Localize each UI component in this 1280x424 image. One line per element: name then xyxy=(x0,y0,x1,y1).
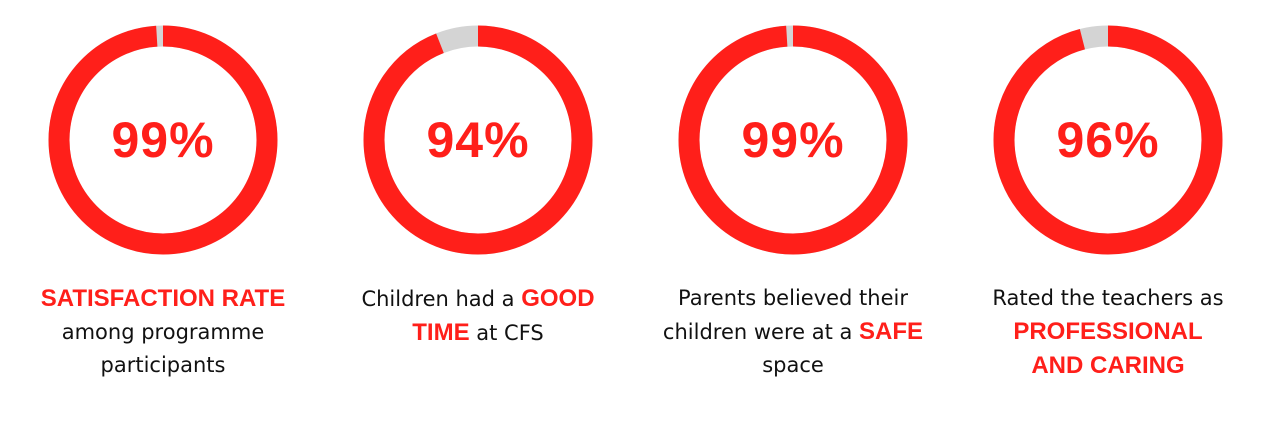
stat-teachers: 96% Rated the teachers as PROFESSIONAL A… xyxy=(968,0,1248,424)
caption-highlight: PROFESSIONAL xyxy=(1013,318,1203,345)
caption-line: SATISFACTION RATE xyxy=(23,282,303,316)
stat-good-time: 94% Children had a GOOD TIME at CFS xyxy=(338,0,618,424)
caption-highlight: SATISFACTION RATE xyxy=(40,285,286,312)
caption-line: Parents believed their xyxy=(678,286,908,310)
caption-highlight: SAFE xyxy=(859,318,924,345)
caption-text: Children had a xyxy=(361,287,522,311)
donut-svg xyxy=(993,25,1223,255)
donut-svg xyxy=(678,25,908,255)
caption-line: Children had a GOOD xyxy=(338,282,618,316)
caption-line: among programme xyxy=(61,320,265,344)
caption-text: at CFS xyxy=(469,321,544,345)
donut-chart xyxy=(990,22,1226,258)
donut-chart xyxy=(45,22,281,258)
percentage-label: 99% xyxy=(111,112,215,168)
caption-line: PROFESSIONAL xyxy=(968,315,1248,349)
stat-caption: Children had a GOOD TIME at CFS xyxy=(338,282,618,350)
caption-highlight: GOOD xyxy=(521,285,595,312)
donut-value-arc xyxy=(678,25,908,255)
donut-chart xyxy=(360,22,596,258)
donut-chart xyxy=(675,22,911,258)
stat-caption: SATISFACTION RATE among programme partic… xyxy=(23,282,303,382)
caption-line: space xyxy=(762,353,824,377)
caption-line: Rated the teachers as xyxy=(992,286,1224,310)
caption-highlight: AND CARING xyxy=(1031,352,1185,379)
donut-value-arc xyxy=(993,25,1223,255)
caption-highlight: TIME xyxy=(412,319,470,346)
percentage-label: 96% xyxy=(1056,112,1160,168)
caption-line: TIME at CFS xyxy=(338,316,618,350)
caption-line: AND CARING xyxy=(968,349,1248,383)
percentage-label: 99% xyxy=(741,112,845,168)
stat-satisfaction: 99% SATISFACTION RATE among programme pa… xyxy=(23,0,303,424)
stat-caption: Rated the teachers as PROFESSIONAL AND C… xyxy=(968,282,1248,383)
caption-line: participants xyxy=(100,353,226,377)
caption-text: children were at a xyxy=(662,320,860,344)
stat-caption: Parents believed their children were at … xyxy=(653,282,933,382)
caption-line: children were at a SAFE xyxy=(653,315,933,349)
stat-safe-space: 99% Parents believed their children were… xyxy=(653,0,933,424)
donut-value-arc xyxy=(48,25,278,255)
donut-svg xyxy=(363,25,593,255)
percentage-label: 94% xyxy=(426,112,530,168)
donut-value-arc xyxy=(363,25,593,255)
donut-svg xyxy=(48,25,278,255)
